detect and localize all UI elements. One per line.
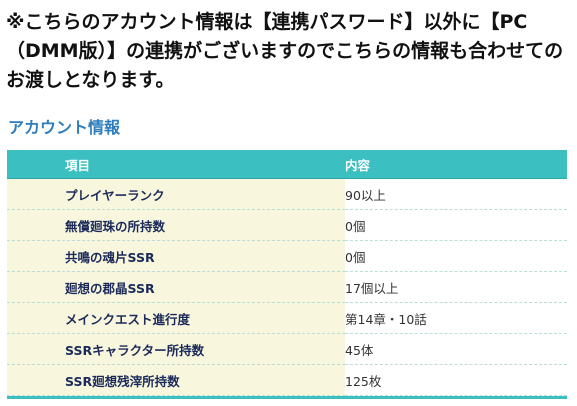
header-value: 内容 <box>345 150 567 179</box>
row-item-value: 45体 <box>345 333 567 365</box>
row-item-value: 90以上 <box>345 178 567 210</box>
row-item-value: 125枚 <box>345 364 567 396</box>
row-item-value: 17個以上 <box>345 271 567 303</box>
table-row: 無償廻珠の所持数 0個 <box>7 209 567 241</box>
row-item-label: メインクエスト進行度 <box>7 302 345 334</box>
row-item-label: SSRキャラクター所持数 <box>7 333 345 365</box>
table-row: SSRキャラクター所持数 45体 <box>7 333 567 365</box>
account-info-table: 項目 内容 プレイヤーランク 90以上 無償廻珠の所持数 0個 共鳴の魂片SSR… <box>7 150 567 396</box>
table-row: SSR廻想残滓所持数 125枚 <box>7 364 567 396</box>
table-bottom-rule <box>7 396 567 399</box>
row-item-label: プレイヤーランク <box>7 178 345 210</box>
table-row: メインクエスト進行度 第14章・10話 <box>7 302 567 334</box>
header-item: 項目 <box>7 150 345 179</box>
table-row: 廻想の郡晶SSR 17個以上 <box>7 271 567 303</box>
row-item-value: 0個 <box>345 209 567 241</box>
account-info-table-container: 項目 内容 プレイヤーランク 90以上 無償廻珠の所持数 0個 共鳴の魂片SSR… <box>7 150 567 399</box>
table-row: 共鳴の魂片SSR 0個 <box>7 240 567 272</box>
table-header-row: 項目 内容 <box>7 150 567 179</box>
row-item-label: 廻想の郡晶SSR <box>7 271 345 303</box>
notice-text: ※こちらのアカウント情報は【連携パスワード】以外に【PC（DMM版）】の連携がご… <box>6 11 564 91</box>
row-item-label: 共鳴の魂片SSR <box>7 240 345 272</box>
row-item-value: 0個 <box>345 240 567 272</box>
row-item-label: SSR廻想残滓所持数 <box>7 364 345 396</box>
table-row: プレイヤーランク 90以上 <box>7 178 567 210</box>
row-item-value: 第14章・10話 <box>345 302 567 334</box>
section-title: アカウント情報 <box>8 118 121 137</box>
row-item-label: 無償廻珠の所持数 <box>7 209 345 241</box>
